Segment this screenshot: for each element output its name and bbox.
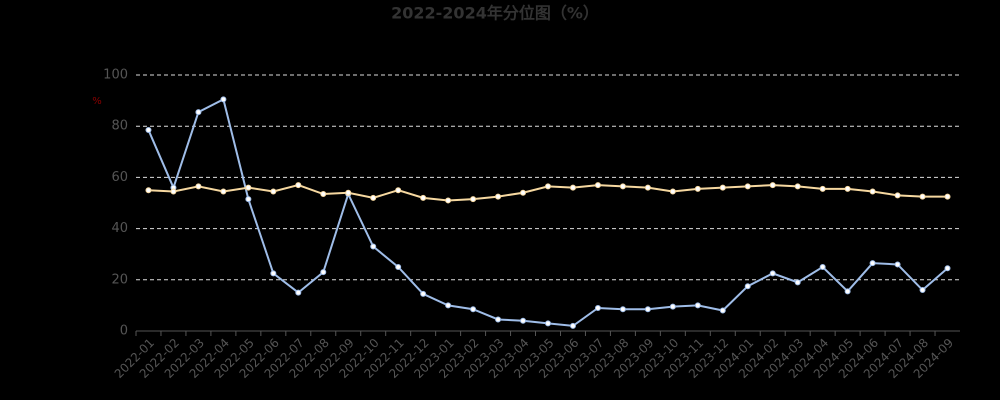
y-tick-label: 60 (111, 170, 128, 185)
y-tick-label: 100 (103, 68, 128, 83)
data-point (495, 193, 502, 200)
data-point (220, 96, 227, 103)
data-point (919, 193, 926, 200)
data-point (569, 322, 576, 329)
data-point (545, 183, 551, 190)
data-point (370, 194, 377, 201)
data-point (170, 188, 177, 195)
y-tick-label: 0 (120, 324, 128, 339)
data-point (944, 265, 951, 272)
data-point (869, 260, 876, 267)
data-point (220, 188, 227, 195)
data-point (395, 264, 402, 270)
data-point (944, 193, 951, 200)
data-point (320, 269, 327, 276)
data-point (919, 287, 926, 294)
data-point (195, 183, 202, 190)
data-point (619, 183, 626, 190)
data-point (395, 187, 402, 194)
data-point (420, 194, 427, 201)
data-point (470, 306, 477, 313)
data-point (270, 270, 277, 277)
data-point (470, 196, 477, 203)
data-point (719, 184, 726, 191)
data-point (445, 302, 452, 309)
data-point (420, 290, 427, 297)
data-point (894, 261, 901, 268)
y-tick-label: 40 (111, 221, 128, 236)
y-axis-label: % (92, 96, 102, 107)
data-point (594, 304, 601, 311)
data-point (520, 317, 527, 324)
data-point (694, 185, 701, 192)
data-point (320, 191, 327, 198)
data-point (669, 303, 676, 310)
data-point (819, 264, 826, 270)
data-point (569, 184, 576, 191)
data-point (644, 306, 651, 313)
data-point (370, 243, 377, 250)
y-tick-label: 80 (111, 119, 128, 134)
data-point (644, 184, 651, 191)
data-point (769, 182, 776, 189)
data-point (894, 192, 901, 199)
series-line (147, 97, 949, 327)
data-point (145, 127, 152, 134)
data-point (520, 189, 527, 196)
y-tick-label: 20 (111, 272, 128, 287)
data-point (245, 196, 252, 203)
data-point (744, 283, 751, 290)
data-point (594, 182, 601, 189)
data-point (719, 307, 726, 314)
data-point (445, 197, 452, 204)
data-point (844, 288, 851, 295)
data-point (694, 302, 701, 309)
data-point (270, 188, 277, 195)
data-point (794, 183, 801, 190)
data-point (744, 183, 751, 190)
data-point (545, 320, 551, 327)
chart-title: 2022-2024年分位图（%） (391, 4, 599, 23)
data-point (869, 188, 876, 195)
data-point (145, 187, 152, 194)
data-point (495, 316, 502, 323)
data-point (195, 109, 202, 116)
data-point (844, 185, 851, 192)
data-point (345, 189, 352, 196)
data-point (794, 279, 801, 286)
data-point (295, 289, 302, 296)
data-point (769, 270, 776, 277)
data-point (669, 188, 676, 195)
data-point (245, 184, 252, 191)
data-point (819, 185, 826, 192)
data-point (295, 182, 302, 189)
data-point (619, 306, 626, 313)
